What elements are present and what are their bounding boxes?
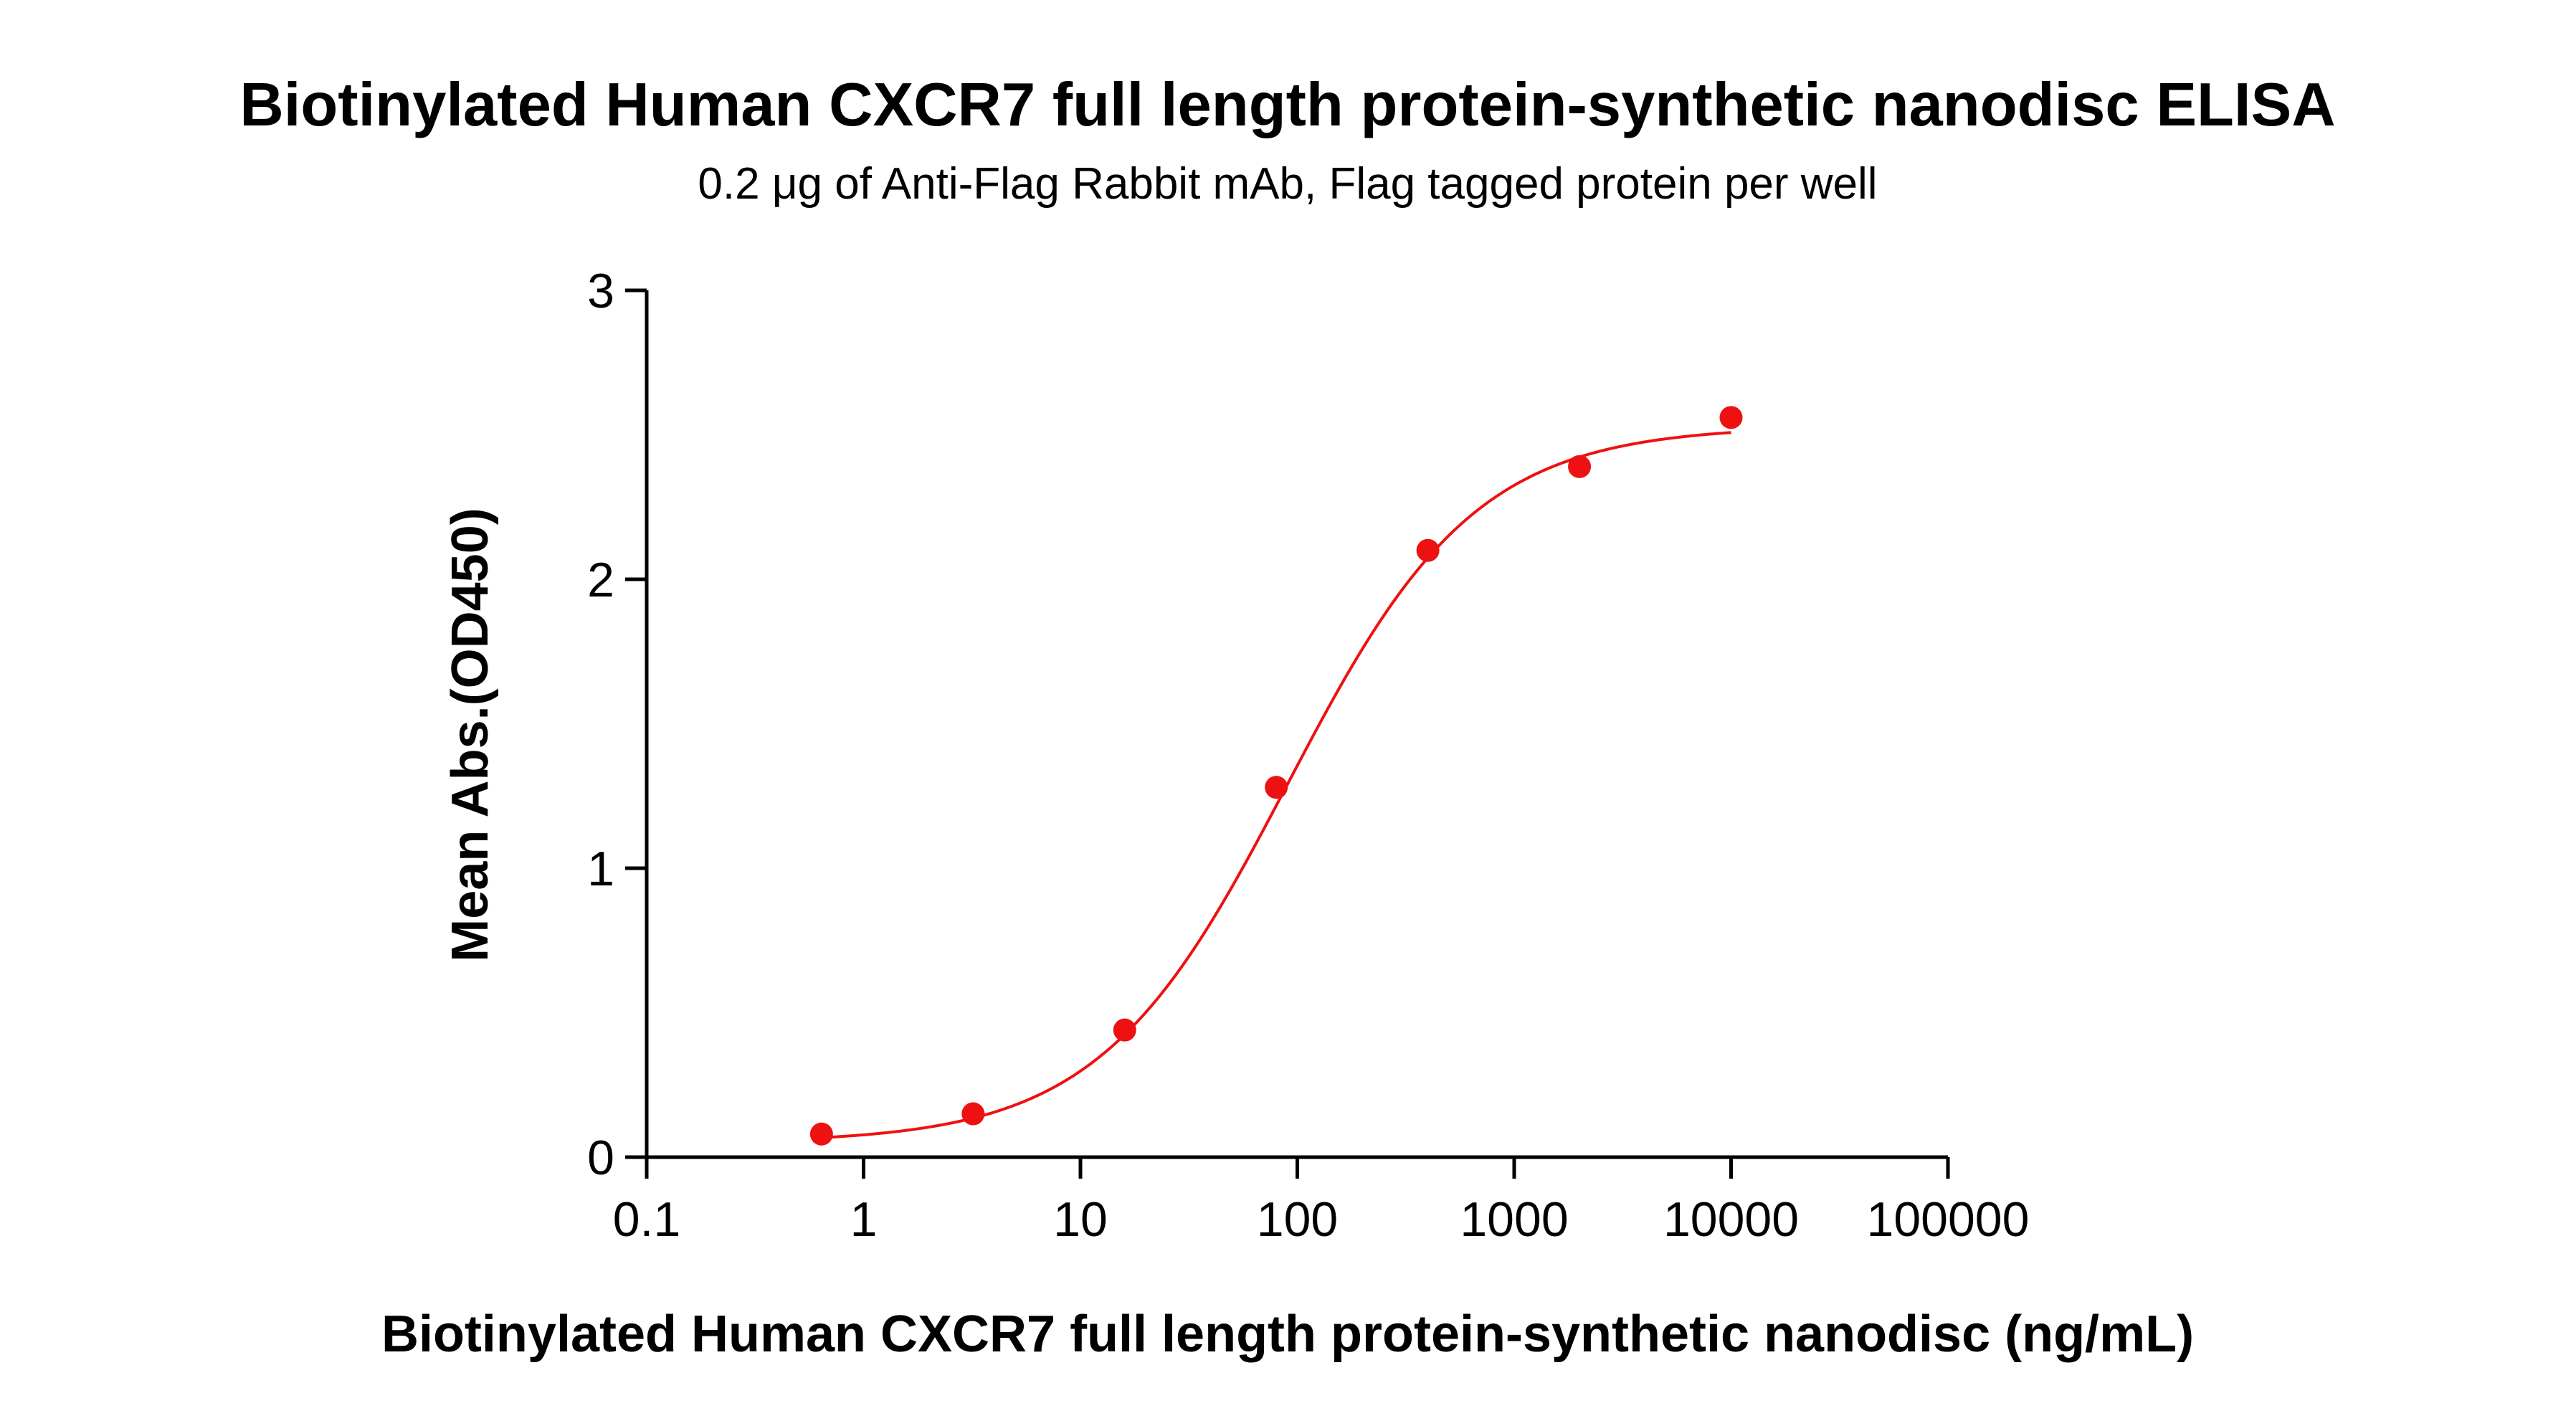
chart-subtitle: 0.2 μg of Anti-Flag Rabbit mAb, Flag tag…: [698, 159, 1877, 209]
y-tick-label: 1: [587, 842, 614, 896]
data-point: [961, 1102, 985, 1126]
x-tick-label: 1000: [1460, 1192, 1568, 1247]
data-point: [809, 1122, 833, 1146]
x-axis-label: Biotinylated Human CXCR7 full length pro…: [381, 1306, 2194, 1363]
data-point: [1416, 538, 1440, 562]
y-tick-label: 3: [587, 264, 614, 318]
y-tick-label: 2: [587, 553, 614, 607]
x-tick-label: 100: [1257, 1192, 1338, 1247]
x-tick-label: 10000: [1663, 1192, 1799, 1247]
x-tick-label: 100000: [1867, 1192, 2030, 1247]
data-point: [1568, 455, 1592, 478]
x-tick-label: 10: [1053, 1192, 1108, 1247]
data-point: [1265, 776, 1288, 799]
data-point: [1719, 406, 1743, 429]
y-tick-label: 0: [587, 1131, 614, 1185]
x-tick-label: 0.1: [613, 1192, 681, 1247]
data-point: [1113, 1018, 1136, 1042]
plot-area: 0 1 2 3 0.1 1 10 100 1000 10000 100000: [587, 264, 2029, 1247]
y-axis-label: Mean Abs.(OD450): [442, 508, 499, 961]
x-tick-label: 1: [850, 1192, 878, 1247]
chart-title: Biotinylated Human CXCR7 full length pro…: [239, 71, 2335, 139]
